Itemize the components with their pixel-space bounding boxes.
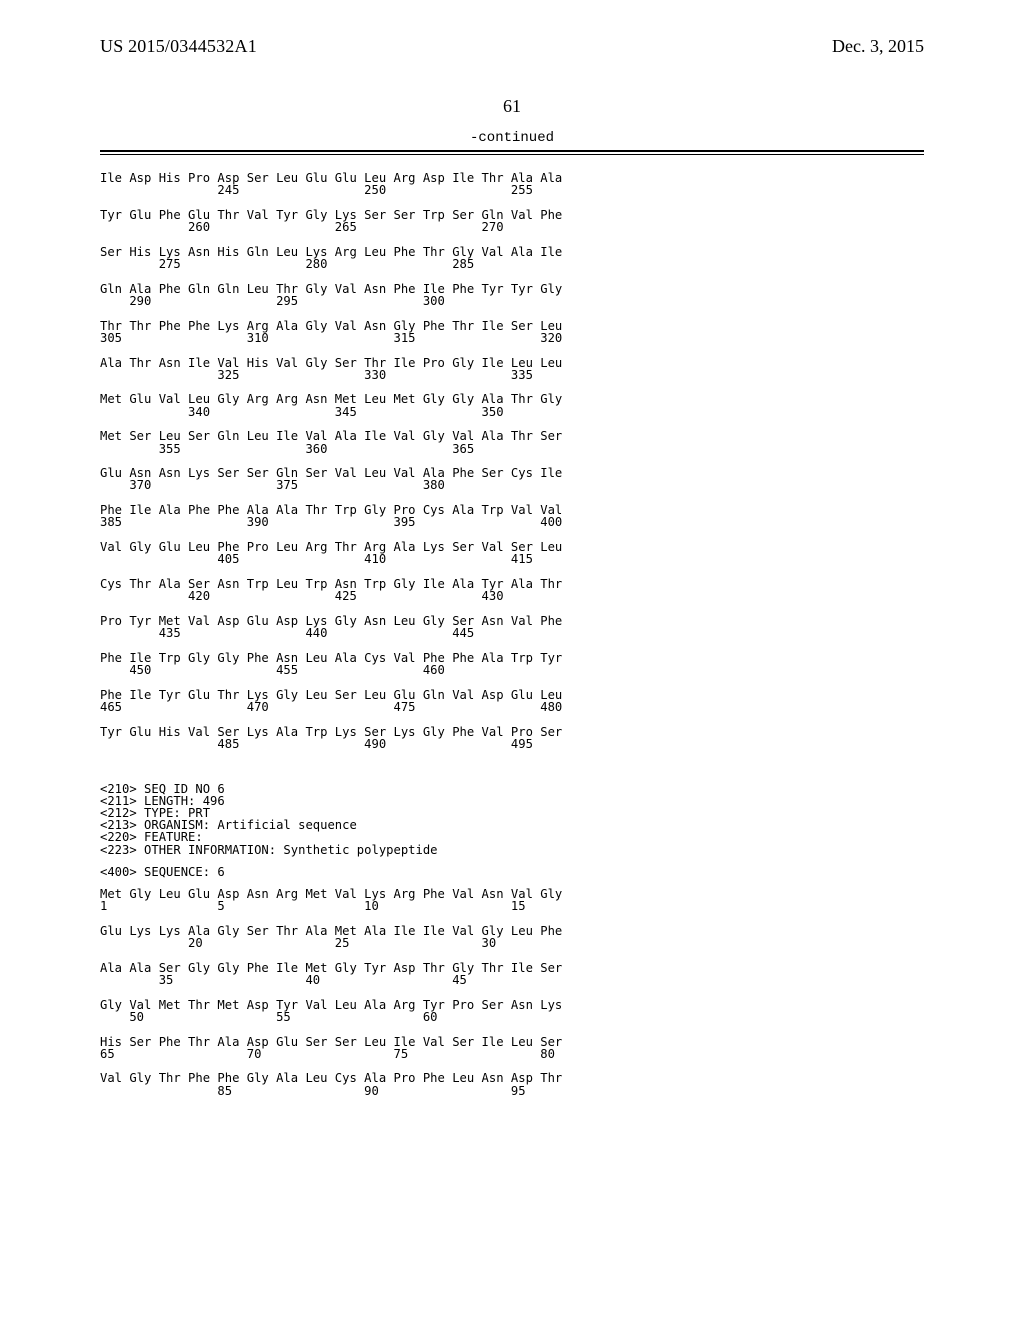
position-row: 405 410 415	[100, 553, 690, 565]
blank-line	[100, 773, 690, 783]
position-row: 450 455 460	[100, 664, 690, 676]
page: US 2015/0344532A1 Dec. 3, 2015 61 -conti…	[0, 0, 1024, 1320]
position-row: 465 470 475 480	[100, 701, 690, 713]
page-number: 61	[0, 96, 1024, 117]
sequence-row: Tyr Glu His Val Ser Lys Ala Trp Lys Ser …	[100, 726, 690, 738]
patent-application-number: US 2015/0344532A1	[100, 36, 257, 57]
position-row: 325 330 335	[100, 369, 690, 381]
position-row: 290 295 300	[100, 295, 690, 307]
position-row: 340 345 350	[100, 406, 690, 418]
sequence-row: Ala Thr Asn Ile Val His Val Gly Ser Thr …	[100, 357, 690, 369]
publication-date: Dec. 3, 2015	[832, 36, 924, 57]
position-row: 260 265 270	[100, 221, 690, 233]
continued-label: -continued	[0, 130, 1024, 146]
divider-rule-top	[100, 150, 924, 152]
position-row: 50 55 60	[100, 1011, 690, 1023]
position-row: 65 70 75 80	[100, 1048, 690, 1060]
position-row: 485 490 495	[100, 738, 690, 750]
position-row: 305 310 315 320	[100, 332, 690, 344]
position-row: 370 375 380	[100, 479, 690, 491]
position-row: 85 90 95	[100, 1085, 690, 1097]
position-row: 275 280 285	[100, 258, 690, 270]
position-row: 20 25 30	[100, 937, 690, 949]
sequence-row: Thr Thr Phe Phe Lys Arg Ala Gly Val Asn …	[100, 320, 690, 332]
sequence-listing: Ile Asp His Pro Asp Ser Leu Glu Glu Leu …	[100, 172, 690, 1109]
sequence-row: His Ser Phe Thr Ala Asp Glu Ser Ser Leu …	[100, 1036, 690, 1048]
position-row: 435 440 445	[100, 627, 690, 639]
position-row: 1 5 10 15	[100, 900, 690, 912]
sequence-row: Met Ser Leu Ser Gln Leu Ile Val Ala Ile …	[100, 430, 690, 442]
sequence-meta-line: <220> FEATURE:	[100, 831, 690, 843]
sequence-meta-line: <400> SEQUENCE: 6	[100, 866, 690, 878]
position-row: 35 40 45	[100, 974, 690, 986]
position-row: 420 425 430	[100, 590, 690, 602]
sequence-row: Gly Val Met Thr Met Asp Tyr Val Leu Ala …	[100, 999, 690, 1011]
position-row: 355 360 365	[100, 443, 690, 455]
divider-rule-bottom	[100, 154, 924, 155]
position-row: 245 250 255	[100, 184, 690, 196]
position-row: 385 390 395 400	[100, 516, 690, 528]
sequence-meta-line: <223> OTHER INFORMATION: Synthetic polyp…	[100, 844, 690, 856]
sequence-row: Val Gly Thr Phe Phe Gly Ala Leu Cys Ala …	[100, 1072, 690, 1084]
sequence-meta-line: <210> SEQ ID NO 6	[100, 783, 690, 795]
sequence-row: Met Glu Val Leu Gly Arg Arg Asn Met Leu …	[100, 393, 690, 405]
blank-line	[100, 763, 690, 773]
